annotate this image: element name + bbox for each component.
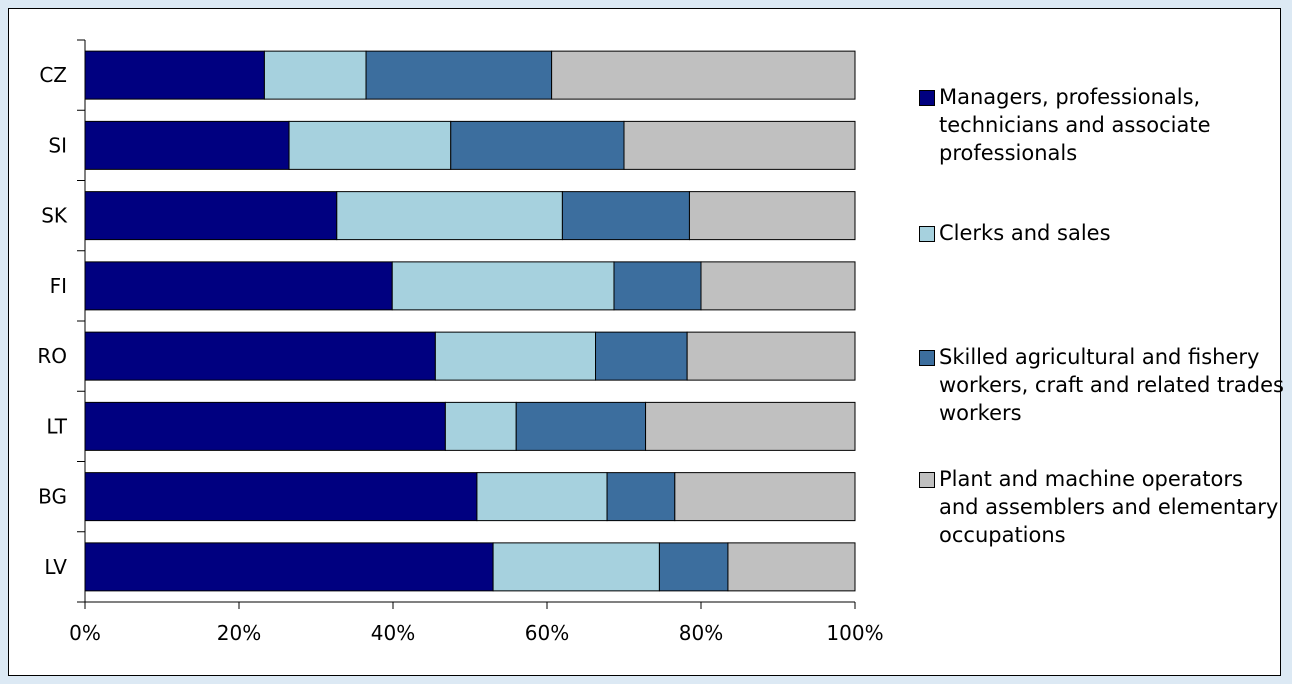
bar-segment-lv-3 [727,542,856,592]
bar-segment-cz-2 [365,50,553,100]
x-tick-label: 80% [679,621,723,645]
bar-segment-sk-2 [561,191,690,241]
legend-label: Plant and machine operators and assemble… [939,467,1279,547]
legend-label: Managers, professionals, technicians and… [939,85,1211,165]
bar-segment-sk-0 [84,191,338,241]
legend-label: Clerks and sales [939,221,1111,245]
bar-segment-fi-3 [700,261,856,311]
legend-swatch [919,350,935,366]
bar-segment-fi-0 [84,261,393,311]
x-tick-label: 0% [69,621,101,645]
chart-frame: CZ SI SK FI RO LT BG LV 0% 20% 40% 60% 80% 100% Manag… [8,8,1284,676]
bar-segment-sk-1 [336,191,563,241]
bar-segment-si-0 [84,120,290,170]
legend-item-plant: Plant and machine operators and assemble… [919,465,1289,549]
bar-segment-cz-1 [263,50,367,100]
bar-segment-bg-2 [606,472,676,522]
category-label: SK [41,204,68,228]
category-label: RO [37,344,67,368]
bar-segment-sk-3 [688,191,856,241]
category-label: CZ [39,63,67,87]
bar-segment-ro-1 [434,331,597,381]
legend-swatch [919,472,935,488]
bar-segment-lv-2 [658,542,729,592]
bar-segment-lt-2 [515,401,647,451]
x-tick-label: 40% [371,621,415,645]
bar-segment-bg-3 [674,472,856,522]
legend-swatch [919,90,935,106]
bar-segment-bg-1 [476,472,608,522]
bar-segment-lv-0 [84,542,494,592]
category-label: FI [50,274,67,298]
bar-segment-ro-2 [595,331,688,381]
bar-segment-lt-1 [444,401,517,451]
legend-label: Skilled agricultural and fishery workers… [939,345,1284,425]
category-label: LT [46,414,67,438]
bar-segment-fi-1 [391,261,615,311]
x-tick-label: 20% [217,621,261,645]
category-label: LV [44,555,67,579]
bar-segment-lt-0 [84,401,446,451]
bar-segment-lv-1 [492,542,660,592]
legend-item-skilled: Skilled agricultural and fishery workers… [919,343,1289,427]
bar-segment-ro-0 [84,331,436,381]
bar-segment-cz-3 [551,50,856,100]
bar-segment-fi-2 [613,261,702,311]
legend-swatch [919,226,935,242]
category-label: BG [38,485,67,509]
x-tick-label: 60% [525,621,569,645]
x-tick-label: 100% [826,621,883,645]
bar-segment-si-2 [450,120,625,170]
bar-segment-si-1 [288,120,452,170]
legend-item-clerks: Clerks and sales [919,219,1289,247]
bar-chart: CZ SI SK FI RO LT BG LV 0% 20% 40% 60% 80% 100% [37,39,884,645]
legend-item-managers: Managers, professionals, technicians and… [919,83,1289,167]
bar-segment-bg-0 [84,472,478,522]
bar-segment-ro-3 [686,331,856,381]
bar-segment-cz-0 [84,50,265,100]
category-label: SI [48,133,67,157]
bar-segment-si-3 [623,120,856,170]
bar-segment-lt-3 [645,401,856,451]
